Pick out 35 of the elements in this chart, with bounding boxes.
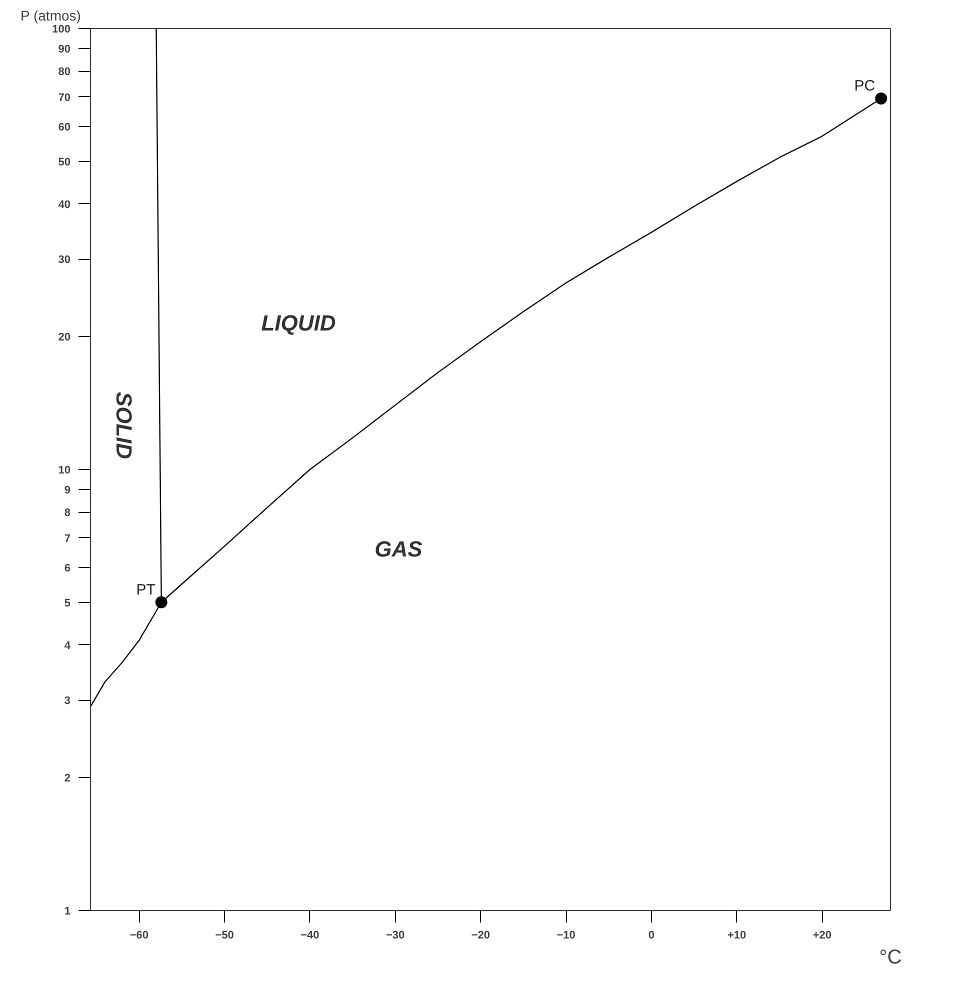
y-tick-label: 70 <box>58 92 71 104</box>
y-tick-label: 3 <box>64 695 71 708</box>
y-tick-label: 100 <box>52 24 71 36</box>
y-tick-label: 7 <box>64 532 71 545</box>
x-tick-label: −20 <box>471 930 490 942</box>
x-tick-label: −60 <box>130 930 149 942</box>
y-tick-label: 80 <box>58 66 71 78</box>
y-tick-label: 6 <box>64 562 71 574</box>
x-tick-label: −10 <box>556 930 576 942</box>
y-tick-label: 90 <box>58 44 71 56</box>
y-tick-label: 1 <box>64 906 71 918</box>
y-tick-label: 8 <box>64 507 71 520</box>
y-tick-label: 20 <box>58 332 71 344</box>
x-tick-label: 0 <box>648 930 655 942</box>
y-tick-label: 2 <box>64 772 71 785</box>
x-tick-label: +20 <box>812 930 832 942</box>
x-axis-title: °C <box>879 946 902 968</box>
y-tick-label: 4 <box>64 640 72 652</box>
series-label: PC <box>854 77 876 94</box>
x-tick-label: −40 <box>300 930 320 942</box>
annotation: GAS <box>374 536 423 562</box>
annotation: LIQUID <box>261 310 336 336</box>
y-tick-label: 30 <box>58 254 71 266</box>
series-label: PT <box>136 581 156 598</box>
y-tick-label: 50 <box>58 156 71 168</box>
annotation: SOLID <box>112 392 137 460</box>
y-axis-title: P (atmos) <box>20 8 81 24</box>
y-tick-label: 9 <box>64 484 71 497</box>
y-tick-label: 10 <box>58 464 71 476</box>
y-tick-label: 40 <box>58 198 71 211</box>
y-tick-label: 5 <box>64 597 71 610</box>
x-tick-label: −50 <box>215 930 234 942</box>
x-tick-label: −30 <box>386 930 405 942</box>
y-tick-label: 60 <box>58 121 71 134</box>
x-tick-label: +10 <box>727 930 746 942</box>
